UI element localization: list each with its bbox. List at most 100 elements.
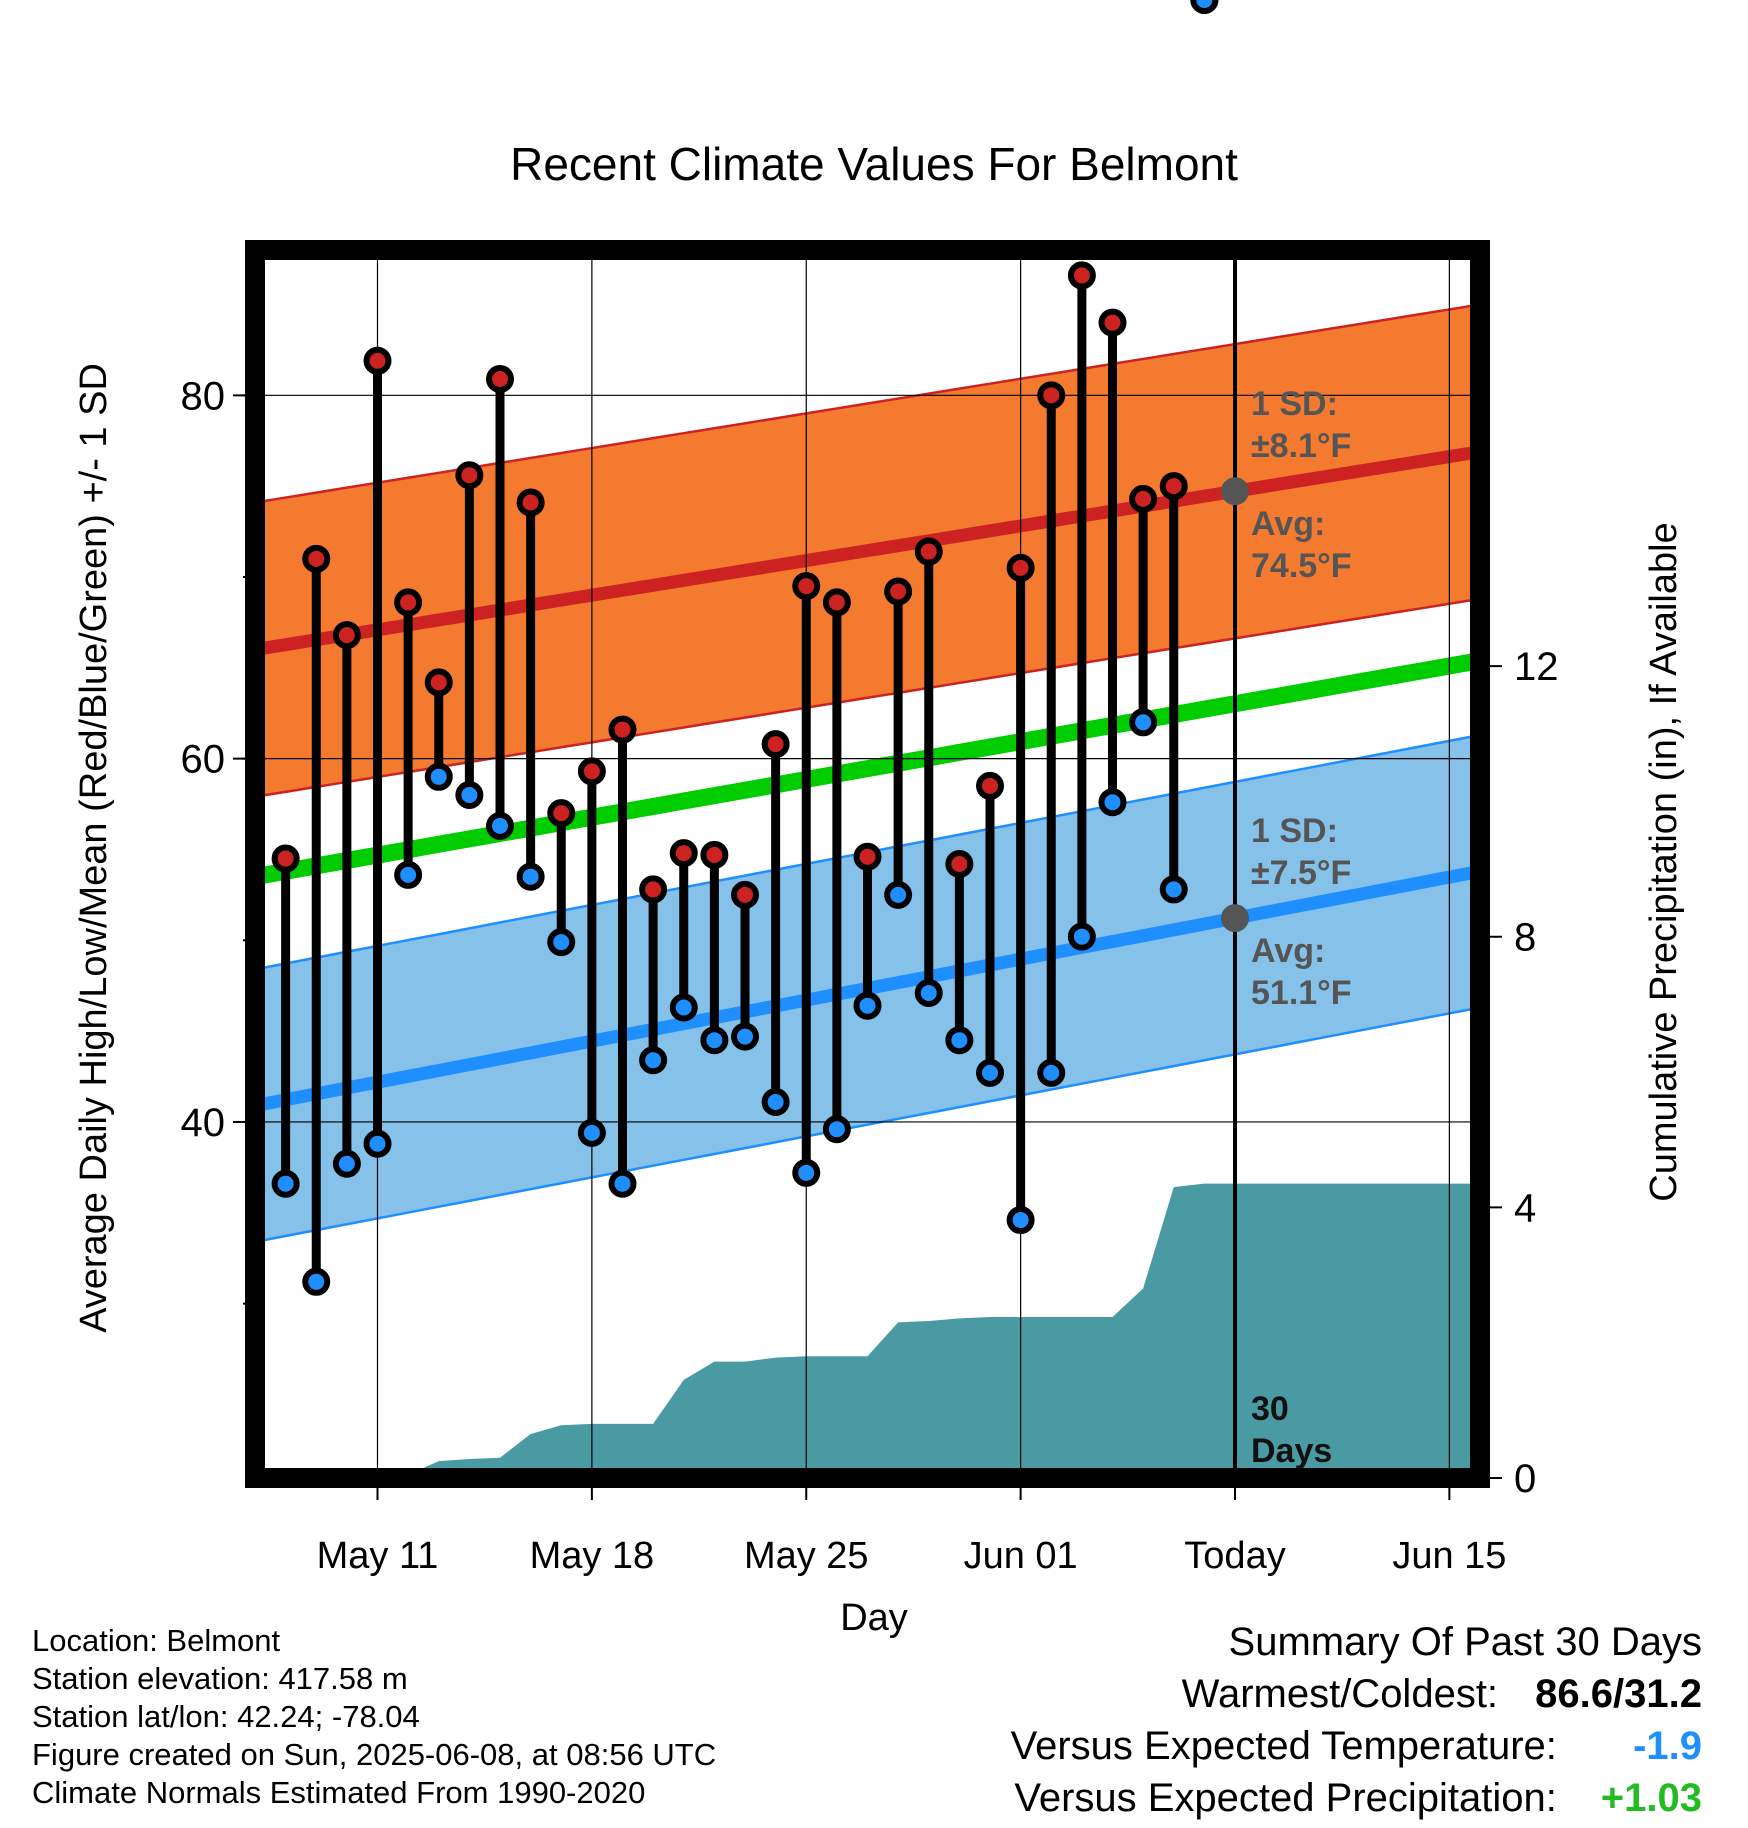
daily-high-point xyxy=(792,572,821,601)
y-tick-label: 80 xyxy=(181,374,226,418)
low-sd-annotation-line2: ±7.5°F xyxy=(1251,854,1351,892)
daily-low-point xyxy=(884,880,913,909)
station-info: Location: Belmont Station elevation: 417… xyxy=(32,1622,716,1812)
summary-precip-label: Versus Expected Precipitation: xyxy=(1014,1776,1557,1820)
days-annotation-line1: 30 xyxy=(1251,1390,1289,1428)
x-tick-label: Today xyxy=(1184,1535,1285,1577)
daily-high-point xyxy=(608,715,637,744)
x-tick-label: Jun 01 xyxy=(964,1535,1078,1577)
daily-low-point xyxy=(1067,922,1096,951)
y2-tick-label: 0 xyxy=(1514,1457,1536,1501)
daily-low-point xyxy=(639,1046,668,1075)
y2-tick-label: 4 xyxy=(1514,1186,1536,1230)
daily-low-point xyxy=(363,1129,392,1158)
summary-warm-value: 86.6/31.2 xyxy=(1535,1672,1702,1716)
normal-high-line xyxy=(253,445,1482,657)
info-normals: Climate Normals Estimated From 1990-2020 xyxy=(32,1775,646,1810)
high-avg-annotation-line1: Avg: xyxy=(1251,505,1325,543)
daily-high-point xyxy=(271,844,300,873)
daily-low-point xyxy=(669,993,698,1022)
daily-low-point xyxy=(1037,1058,1066,1087)
daily-high-point xyxy=(731,880,759,909)
daily-low-point xyxy=(914,978,943,1007)
daily-low-point xyxy=(455,780,484,809)
daily-high-point xyxy=(884,577,913,606)
daily-low-point xyxy=(853,991,882,1020)
daily-low-point xyxy=(547,928,576,957)
daily-low-point xyxy=(822,1115,851,1144)
daily-low-point xyxy=(1190,0,1219,14)
normal-mean-line xyxy=(253,652,1482,886)
daily-high-point xyxy=(486,364,514,393)
daily-low-point xyxy=(731,1022,759,1051)
low-sd-annotation-line1: 1 SD: xyxy=(1251,812,1338,850)
low-avg-annotation-line1: Avg: xyxy=(1251,932,1325,970)
daily-high-point xyxy=(302,544,331,573)
daily-high-point xyxy=(455,461,484,490)
daily-high-point xyxy=(577,757,606,786)
daily-high-point xyxy=(1098,308,1127,337)
daily-low-point xyxy=(761,1087,790,1116)
daily-high-point xyxy=(976,771,1004,800)
daily-low-point xyxy=(792,1158,821,1187)
daily-high-point xyxy=(1006,553,1035,582)
daily-low-point xyxy=(332,1149,361,1178)
daily-low-point xyxy=(577,1118,606,1147)
daily-high-point xyxy=(761,730,790,759)
daily-high-point xyxy=(700,840,729,869)
today-low-avg-marker xyxy=(1221,904,1249,933)
summary-precip-value: +1.03 xyxy=(1600,1776,1702,1820)
daily-low-point xyxy=(1159,875,1188,904)
y-axis-label: Average Daily High/Low/Mean (Red/Blue/Gr… xyxy=(73,363,115,1333)
chart-title: Recent Climate Values For Belmont xyxy=(510,138,1238,190)
daily-high-point xyxy=(1159,472,1188,501)
summary-title: Summary Of Past 30 Days xyxy=(1228,1620,1702,1664)
summary-temp-value: -1.9 xyxy=(1633,1724,1702,1768)
x-tick-label: May 25 xyxy=(744,1535,869,1577)
daily-high-point xyxy=(332,621,361,650)
y2-tick-label: 8 xyxy=(1514,916,1536,960)
daily-low-point xyxy=(1098,788,1127,817)
daily-low-point xyxy=(1129,708,1158,737)
summary-warm-label: Warmest/Coldest: xyxy=(1181,1672,1499,1716)
normal-low-lower-edge xyxy=(254,1006,1481,1244)
plot-frame xyxy=(245,240,1490,1488)
high-avg-annotation-line2: 74.5°F xyxy=(1251,547,1352,585)
daily-high-point xyxy=(1129,484,1158,513)
daily-low-point xyxy=(516,862,545,891)
daily-high-point xyxy=(547,799,576,828)
info-elevation: Station elevation: 417.58 m xyxy=(32,1661,408,1696)
today-high-avg-marker xyxy=(1221,477,1249,506)
daily-low-point xyxy=(486,811,514,840)
x-tick-label: May 11 xyxy=(317,1535,439,1577)
daily-high-point xyxy=(1037,381,1066,410)
daily-low-point xyxy=(424,762,453,791)
y2-tick-label: 12 xyxy=(1514,645,1559,689)
daily-low-point xyxy=(976,1058,1004,1087)
daily-high-point xyxy=(669,839,698,868)
daily-high-point xyxy=(822,588,851,617)
high-sd-annotation-line1: 1 SD: xyxy=(1251,385,1338,423)
daily-high-point xyxy=(914,537,943,566)
y2-axis-label: Cumulative Precipitation (in), If Availa… xyxy=(1643,522,1685,1201)
x-tick-label: May 18 xyxy=(530,1535,655,1577)
y-tick-label: 40 xyxy=(181,1101,226,1145)
summary-precip-row: Versus Expected Precipitation: +1.03 xyxy=(1014,1776,1702,1821)
daily-low-point xyxy=(302,1267,331,1296)
daily-high-point xyxy=(1067,261,1096,290)
summary-temp-row: Versus Expected Temperature: -1.9 xyxy=(1011,1724,1702,1769)
info-location: Location: Belmont xyxy=(32,1623,281,1658)
info-latlon: Station lat/lon: 42.24; -78.04 xyxy=(32,1699,420,1734)
daily-high-point xyxy=(945,850,974,878)
x-tick-label: Jun 15 xyxy=(1392,1535,1506,1577)
daily-high-point xyxy=(639,875,668,904)
x-axis-label: Day xyxy=(840,1597,908,1639)
daily-high-point xyxy=(394,588,423,617)
daily-low-point xyxy=(945,1026,974,1055)
summary-warm-row: Warmest/Coldest: 86.6/31.2 xyxy=(1182,1672,1702,1717)
daily-low-point xyxy=(1006,1206,1035,1235)
daily-low-point xyxy=(608,1169,637,1198)
daily-high-point xyxy=(516,488,545,517)
normal-high-lower-edge xyxy=(254,597,1481,799)
